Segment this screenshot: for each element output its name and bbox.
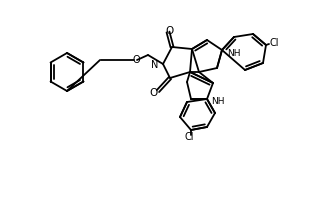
Text: O: O	[132, 55, 140, 65]
Text: NH: NH	[227, 48, 241, 57]
Text: N: N	[151, 60, 159, 70]
Text: Cl: Cl	[270, 38, 279, 48]
Text: NH: NH	[211, 97, 224, 106]
Text: Cl: Cl	[184, 132, 194, 142]
Text: O: O	[166, 26, 174, 36]
Text: O: O	[149, 88, 157, 98]
